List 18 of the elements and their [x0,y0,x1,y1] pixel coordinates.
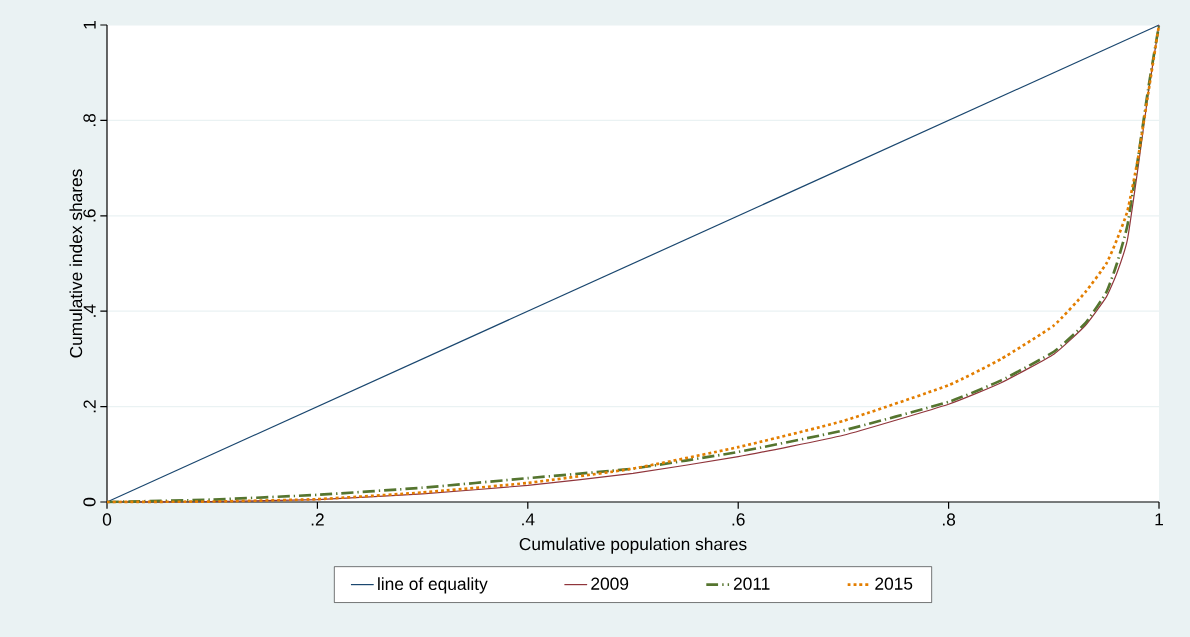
x-tick-label: 0 [102,513,112,526]
legend-label: line of equality [378,577,488,594]
x-tick-label: .4 [522,513,535,526]
legend-label: 2009 [591,577,629,590]
y-tick-label: 0 [83,497,96,507]
y-tick-label: .6 [83,209,96,222]
legend-label: 2011 [733,577,770,590]
y-tick-label: 1 [83,21,96,29]
x-tick-label: .6 [732,513,745,526]
y-tick-label: .4 [83,304,96,317]
y-axis-title: Cumulative index shares [69,169,83,358]
y-tick-label: .8 [83,113,96,127]
x-tick-label: .2 [311,513,324,526]
x-tick-label: .8 [942,513,956,526]
y-tick-label: .2 [83,400,96,413]
x-tick-label: 1 [1155,513,1163,526]
legend-label: 2015 [875,577,913,590]
x-axis-title: Cumulative population shares [519,537,747,554]
